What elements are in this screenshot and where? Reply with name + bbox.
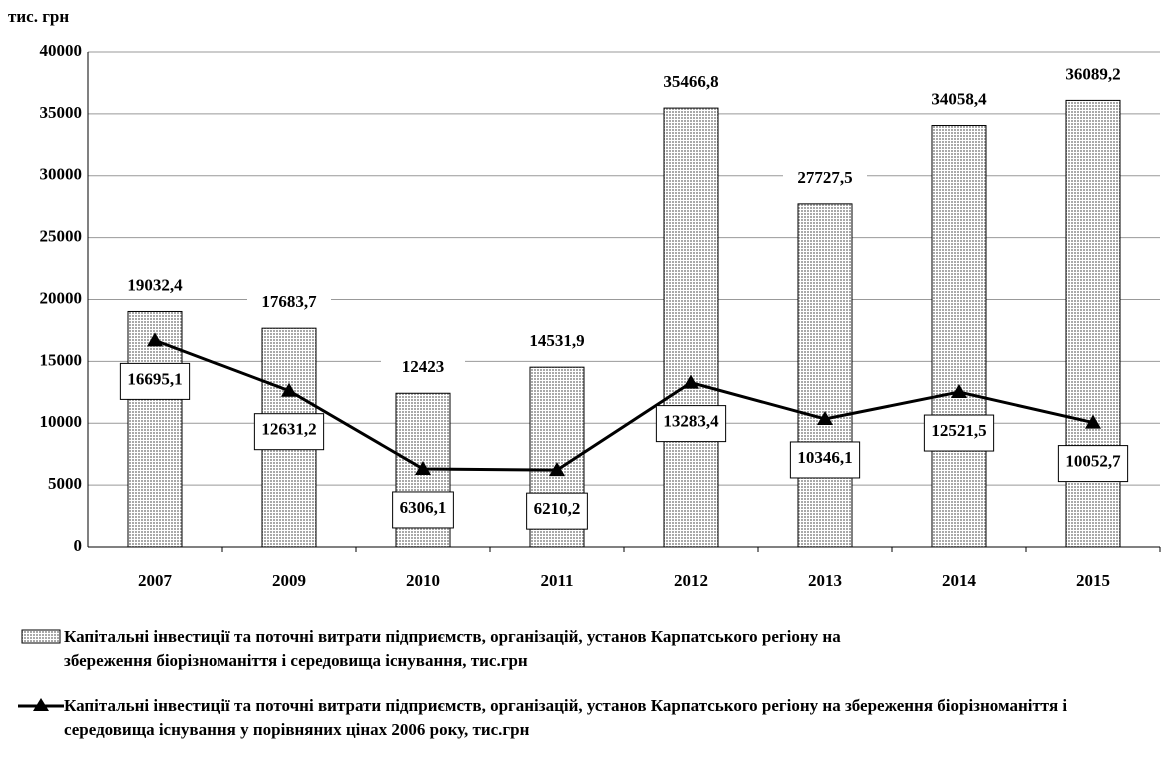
legend-bar-swatch (21, 629, 61, 644)
line (154, 338, 1094, 472)
line-marker (817, 410, 833, 425)
line-value-label: 6210,2 (534, 499, 581, 518)
bar-value-label: 14531,9 (529, 331, 584, 350)
x-tick-label: 2015 (1076, 571, 1110, 590)
y-tick-label: 30000 (40, 165, 83, 184)
x-tick-label: 2007 (138, 571, 173, 590)
bar-label-bg (113, 273, 197, 298)
line-marker (683, 374, 699, 389)
bar-value-label: 34058,4 (931, 89, 987, 108)
x-tick-label: 2012 (674, 571, 708, 590)
bar-value-label: 17683,7 (261, 292, 317, 311)
line-value-label: 10052,7 (1065, 452, 1121, 471)
line-marker (1085, 414, 1101, 429)
y-tick-label: 25000 (40, 227, 83, 246)
chart: тис. грн 0 5000 10000 15000 20000 25000 30000 3… (8, 7, 1161, 590)
legend-item: Капітальні інвестиції та поточні витрати… (18, 694, 1159, 742)
bar (931, 125, 987, 548)
y-axis-label: тис. грн (8, 7, 69, 26)
line-label-box (526, 492, 588, 530)
bar-value-label: 36089,2 (1065, 64, 1120, 83)
bar-label-bg (649, 70, 733, 95)
line-label-box (392, 491, 454, 529)
y-tick-label: 0 (74, 536, 83, 555)
x-tick-label: 2009 (272, 571, 306, 590)
legend-swatch (18, 698, 64, 711)
line-label-box (789, 441, 861, 479)
bar-value-label: 35466,8 (663, 72, 718, 91)
bar-label-bg (783, 165, 867, 190)
line-marker (281, 382, 297, 397)
line-value-label: 6306,1 (400, 498, 447, 517)
legend-marker-swatch (33, 698, 49, 711)
y-tick-label: 20000 (40, 288, 83, 307)
line-label-box (1057, 445, 1129, 483)
line-marker (147, 332, 163, 347)
line-value-label: 16695,1 (127, 369, 182, 388)
bar (797, 203, 853, 548)
bar-label-bg (1051, 62, 1135, 87)
line-marker (549, 462, 565, 477)
line-marker (415, 460, 431, 475)
line-value-label: 13283,4 (663, 412, 719, 431)
legend-item: Капітальні інвестиції та поточні витрати… (18, 625, 864, 673)
bar (663, 107, 719, 548)
bar-label-bg (247, 290, 331, 315)
x-tick-label: 2014 (942, 571, 977, 590)
line-label-box (923, 414, 995, 452)
bar (127, 310, 183, 548)
y-tick-label: 5000 (48, 474, 82, 493)
bar-value-label: 12423 (402, 357, 445, 376)
y-tick-label: 40000 (40, 41, 83, 60)
line-value-label: 12631,2 (261, 420, 316, 439)
x-tick-label: 2010 (406, 571, 440, 590)
y-tick-label: 10000 (40, 412, 83, 431)
line-label-box (119, 362, 191, 400)
legend-text: Капітальні інвестиції та поточні витрати… (64, 627, 841, 670)
legend-swatch (21, 629, 61, 644)
bar-value-label: 19032,4 (127, 275, 183, 294)
y-tick-label: 35000 (40, 103, 83, 122)
line-marker (951, 384, 967, 399)
y-tick-label: 15000 (40, 350, 83, 369)
bar-label-bg (515, 329, 599, 354)
x-tick-label: 2011 (540, 571, 573, 590)
line-label-box (253, 413, 325, 451)
x-tick-label: 2013 (808, 571, 842, 590)
line-value-label: 10346,1 (797, 448, 852, 467)
bar-label-bg (381, 355, 465, 380)
bar-label-bg (917, 87, 1001, 112)
legend-text: Капітальні інвестиції та поточні витрати… (64, 696, 1068, 739)
line-label-box (655, 405, 727, 443)
bar-value-label: 27727,5 (797, 168, 852, 187)
line-value-label: 12521,5 (931, 421, 986, 440)
